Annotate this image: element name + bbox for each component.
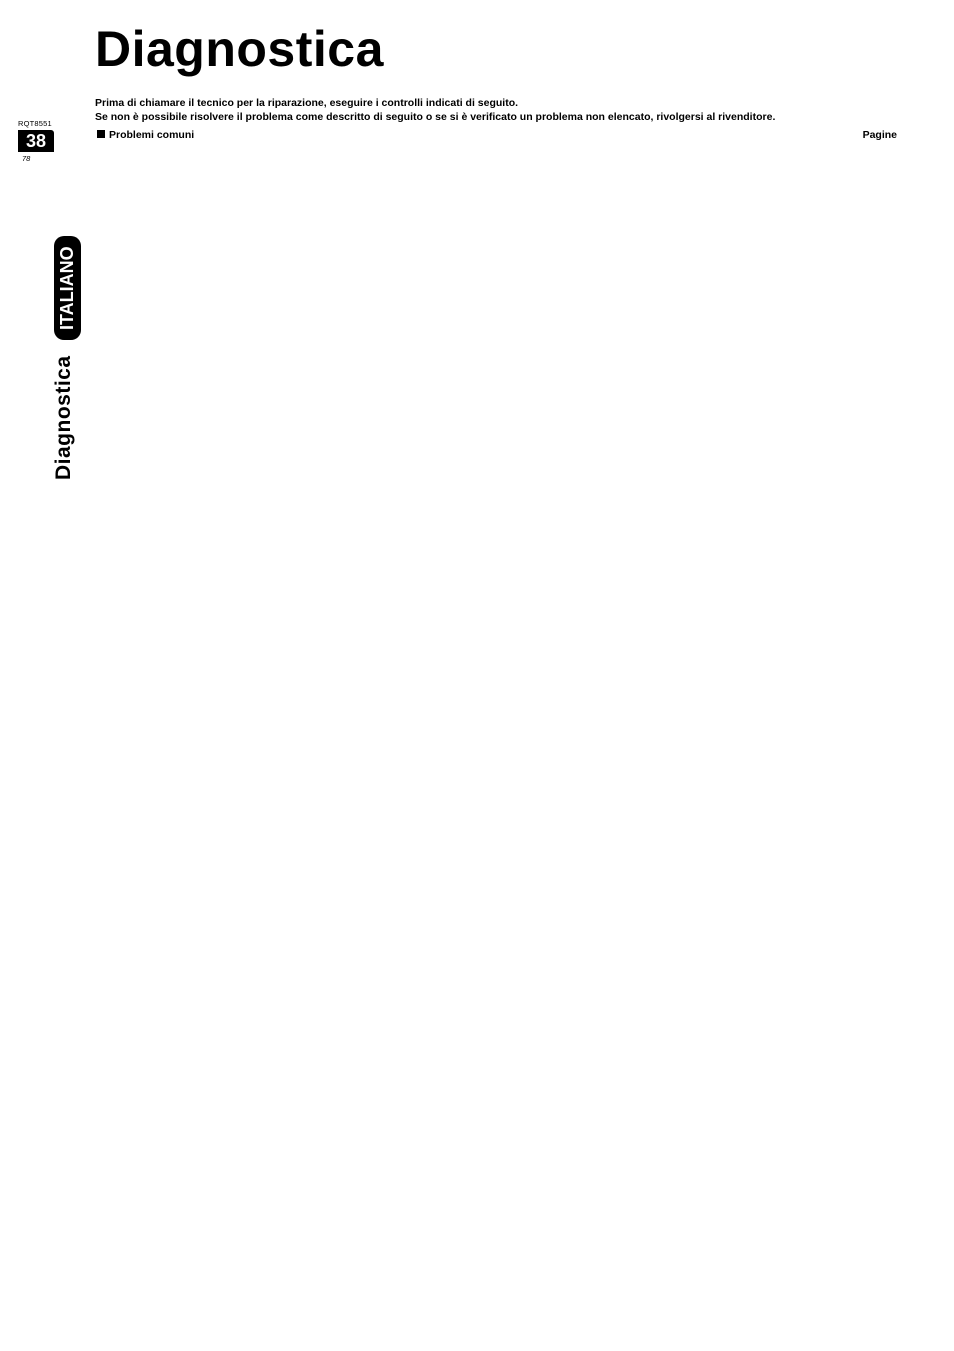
page-container: Diagnostica ITALIANO Diagnostica Prima d… [0,0,954,183]
vertical-labels: Diagnostica ITALIANO [8,0,78,600]
doc-code: RQT8551 [18,119,58,128]
page-number: 38 [18,130,54,152]
intro-text: Prima di chiamare il tecnico per la ripa… [95,96,899,124]
section-header: Problemi comuni Pagine [95,126,899,143]
vertical-section-label: Diagnostica [52,355,76,480]
section-heading: Problemi comuni [97,129,194,141]
page-title: Diagnostica [95,20,899,78]
intro-line-1: Prima di chiamare il tecnico per la ripa… [95,97,518,109]
vertical-language-label: ITALIANO [54,236,81,340]
pages-label: Pagine [863,129,897,141]
page-footer: RQT8551 38 78 [18,119,58,163]
page-subnumber: 78 [18,154,58,163]
intro-line-2: Se non è possibile risolvere il problema… [95,111,775,123]
tables-host: Problemi comuni Pagine [95,126,899,143]
